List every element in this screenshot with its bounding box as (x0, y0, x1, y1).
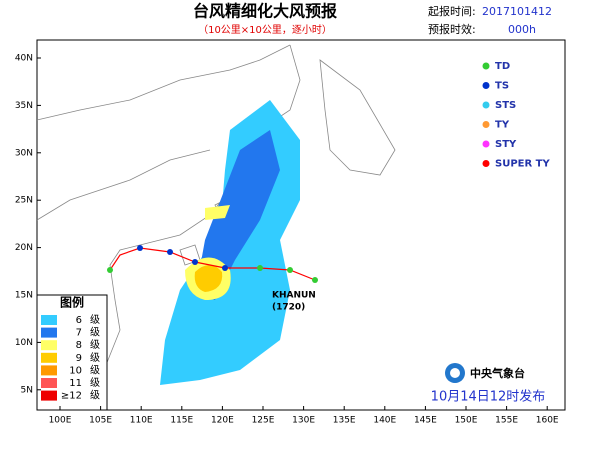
lat-label: 5N (21, 385, 33, 395)
start-label: 起报时间: (428, 4, 476, 18)
lon-label: 105E (89, 416, 112, 426)
lat-label: 10N (15, 338, 33, 348)
intensity-swatch (482, 82, 490, 89)
lat-label: 25N (15, 196, 33, 206)
subtitle: （10公里×10公里，逐小时） (198, 24, 332, 36)
lead-value: 000h (508, 23, 536, 36)
lon-label: 160E (536, 416, 559, 426)
wind-unit: 级 (90, 314, 100, 326)
wind-swatch (41, 327, 57, 338)
lat-label: 40N (15, 54, 33, 64)
wind-field (160, 100, 300, 385)
lon-label: 135E (333, 416, 356, 426)
intensity-label: STS (495, 100, 516, 111)
title: 台风精细化大风预报 (193, 2, 337, 21)
intensity-label: TY (495, 120, 510, 131)
intensity-label: STY (495, 139, 517, 150)
wind-swatch (41, 315, 57, 325)
wind-level: 8 (76, 340, 82, 351)
typhoon-name: KHANUN (272, 291, 316, 301)
footer (445, 363, 465, 383)
intensity-label: TD (495, 61, 510, 72)
wind-level: 10 (69, 365, 82, 376)
wind-unit: 级 (90, 339, 100, 351)
wind-level: ≥12 (61, 391, 82, 402)
wind-level: 7 (76, 328, 82, 339)
lon-label: 115E (170, 416, 193, 426)
lon-label: 100E (49, 416, 72, 426)
lon-label: 155E (495, 416, 518, 426)
lon-label: 145E (414, 416, 437, 426)
wind-level: 6 (76, 315, 82, 326)
lat-label: 20N (15, 243, 33, 253)
wind-swatch (41, 378, 57, 388)
wind-legend-title: 图例 (60, 295, 84, 310)
wind-level: 9 (76, 353, 82, 364)
wind-swatch (41, 352, 57, 363)
agency: 中央气象台 (470, 366, 525, 380)
issued: 10月14日12时发布 (431, 389, 546, 405)
lon-label: 140E (373, 416, 396, 426)
lat-label: 30N (15, 148, 33, 158)
typhoon-code: (1720) (272, 303, 305, 313)
intensity-swatch (482, 101, 490, 109)
wind-swatch (41, 390, 57, 401)
map-frame (36, 39, 566, 411)
lon-label: 130E (292, 416, 315, 426)
lat-label: 15N (15, 291, 33, 301)
lon-label: 150E (455, 416, 478, 426)
intensity-swatch (482, 62, 490, 70)
lead-label: 预报时效: (428, 22, 476, 36)
intensity-label: TS (495, 81, 509, 92)
wind-unit: 级 (90, 327, 100, 339)
start-value: 2017101412 (482, 5, 552, 18)
wind-swatch (41, 365, 57, 376)
lon-label: 110E (130, 416, 153, 426)
wind-unit: 级 (90, 352, 100, 364)
intensity-swatch (482, 121, 490, 128)
intensity-swatch (482, 160, 490, 167)
wind-level: 11 (69, 378, 82, 389)
intensity-swatch (482, 140, 490, 148)
wind-unit: 级 (90, 364, 100, 376)
wind-unit: 级 (90, 390, 100, 402)
intensity-label: SUPER TY (495, 159, 550, 170)
lat-label: 35N (15, 101, 33, 111)
lon-label: 120E (211, 416, 234, 426)
forecast-track (107, 245, 318, 283)
wind-swatch (41, 340, 57, 351)
lon-label: 125E (252, 416, 275, 426)
wind-unit: 级 (90, 377, 100, 389)
